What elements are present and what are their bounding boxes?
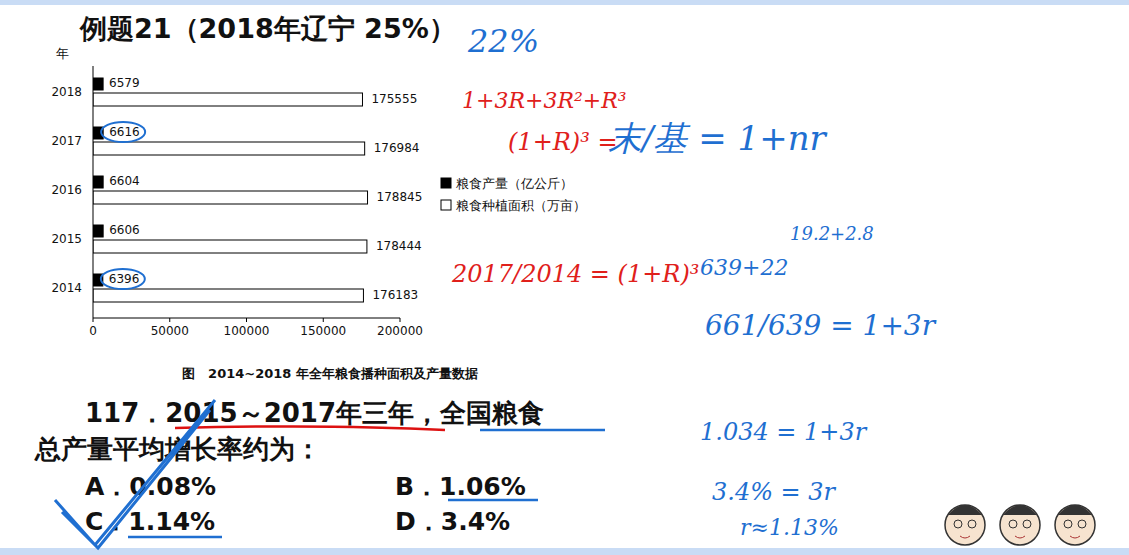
top-strip [0,0,1129,5]
glasses [1023,520,1031,528]
legend-label: 粮食产量（亿公斤） [456,176,573,191]
glasses [1009,520,1017,528]
data-label: 6604 [109,174,140,188]
option: D．3.4% [395,507,510,536]
glasses [954,520,962,528]
category-label: 2014 [51,281,82,295]
bottom-strip [0,548,1129,555]
background [0,0,1129,555]
handwriting: 末/基 = 1+nr [608,118,828,158]
bar [93,142,365,155]
data-label: 6606 [109,223,140,237]
hand-circle [101,269,145,289]
tick [169,318,170,322]
hand-circle [101,122,145,142]
bar [93,78,103,90]
hand-underline [448,499,538,502]
hair [948,505,982,515]
mouth [1015,536,1025,538]
glasses [1064,520,1072,528]
hair [1003,505,1037,515]
axis-label: 年 [56,46,69,61]
tick [400,318,401,322]
handwriting: 1+3R+3R²+R³ [462,88,627,113]
data-label: 6616 [109,125,140,139]
data-label: 178845 [377,190,423,204]
caption: 图 2014~2018 年全年粮食播种面积及产量数据 [182,366,478,381]
bar [93,191,368,204]
tick-label: 50000 [151,324,189,338]
category-label: 2016 [51,183,82,197]
tick-label: 100000 [224,324,270,338]
hand-underline [175,426,445,430]
tick [246,318,247,322]
data-label: 175555 [371,92,417,106]
bar [93,93,362,106]
handwriting: 3.4% = 3r [712,478,837,506]
handwriting: r≈1.13% [740,515,839,540]
option: B．1.06% [395,472,526,501]
bar [93,240,367,253]
hand-underline [480,429,605,432]
mouth [960,536,970,538]
data-label: 6396 [109,272,140,286]
bar [93,176,103,188]
tick-label: 200000 [377,324,423,338]
handwriting: 639+22 [700,255,788,280]
handwriting: (1+R)³ = [508,128,618,156]
handwriting: 1.034 = 1+3r [700,418,868,446]
data-label: 6579 [109,76,140,90]
question-stem: 117．2015～2017年三年，全国粮食 [85,398,544,428]
category-label: 2017 [51,134,82,148]
legend-label: 粮食种植面积（万亩） [456,198,586,213]
tick-label: 0 [89,324,97,338]
legend-swatch [441,178,451,188]
y-axis [93,66,94,318]
tick [323,318,324,322]
slide: 例题21（2018年辽宁 25%） 年 2018 6579 175555 2017 6616… [0,0,1129,555]
data-label: 176984 [374,141,420,155]
hand-check [55,400,215,548]
bar [93,289,363,302]
face [1000,505,1040,545]
glasses [1078,520,1086,528]
handwriting: 2017/2014 = (1+R)³ [451,260,699,288]
data-label: 176183 [372,288,418,302]
plot-marks [93,78,368,302]
category-label: 2015 [51,232,82,246]
data-label: 178444 [376,239,422,253]
face [1055,505,1095,545]
handwriting: 22% [467,22,539,60]
hand-underline [128,536,222,539]
glasses [968,520,976,528]
legend-swatch [441,200,451,210]
tick [93,318,94,322]
face [945,505,985,545]
category-label: 2018 [51,85,82,99]
tick-label: 150000 [300,324,346,338]
title: 例题21（2018年辽宁 25%） [79,13,456,44]
handwriting: 19.2+2.8 [790,223,874,244]
mouth [1070,536,1080,538]
hair [1058,505,1092,515]
handwriting: 661/639 = 1+3r [705,309,937,342]
bar [93,225,103,237]
